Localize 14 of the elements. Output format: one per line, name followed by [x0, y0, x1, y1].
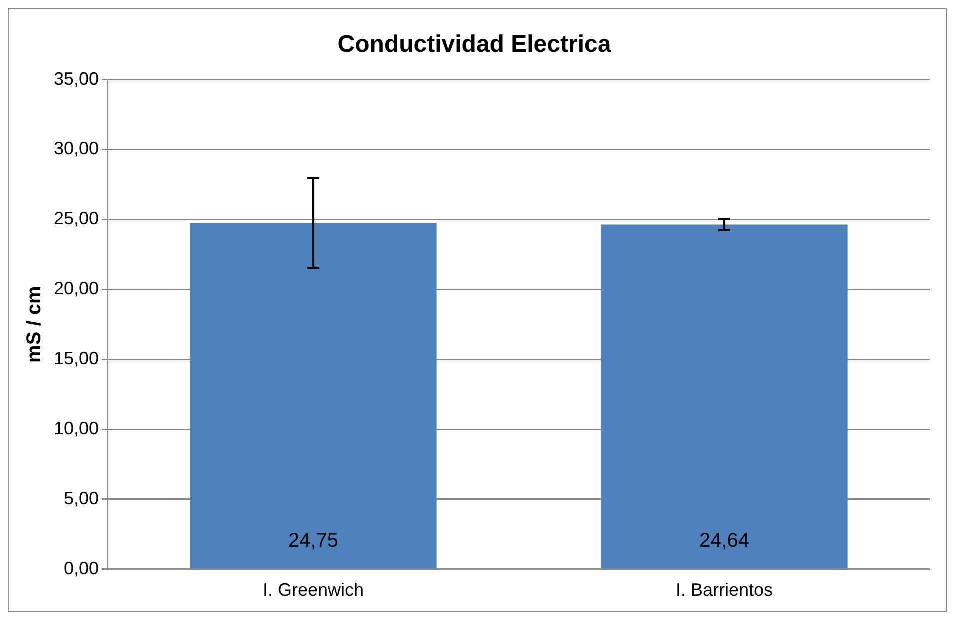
x-tick-label: I. Barrientos [676, 580, 774, 600]
y-tick-label: 5,00 [64, 488, 100, 508]
y-tick-label: 25,00 [54, 208, 100, 229]
y-axis-title: mS / cm [24, 286, 46, 363]
data-label: 24,75 [288, 530, 339, 552]
y-tick-label: 10,00 [54, 418, 100, 438]
y-tick-label: 20,00 [54, 278, 100, 299]
y-tick-label: 35,00 [54, 68, 100, 89]
y-tick-label: 30,00 [54, 138, 100, 159]
y-tick-label: 0,00 [64, 558, 100, 578]
chart-title: Conductividad Electrica [338, 31, 612, 58]
data-label: 24,64 [699, 530, 750, 552]
x-tick-label: I. Greenwich [263, 580, 364, 600]
y-tick-label: 15,00 [54, 348, 100, 369]
